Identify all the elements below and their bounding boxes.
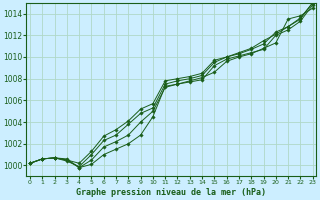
- X-axis label: Graphe pression niveau de la mer (hPa): Graphe pression niveau de la mer (hPa): [76, 188, 266, 197]
